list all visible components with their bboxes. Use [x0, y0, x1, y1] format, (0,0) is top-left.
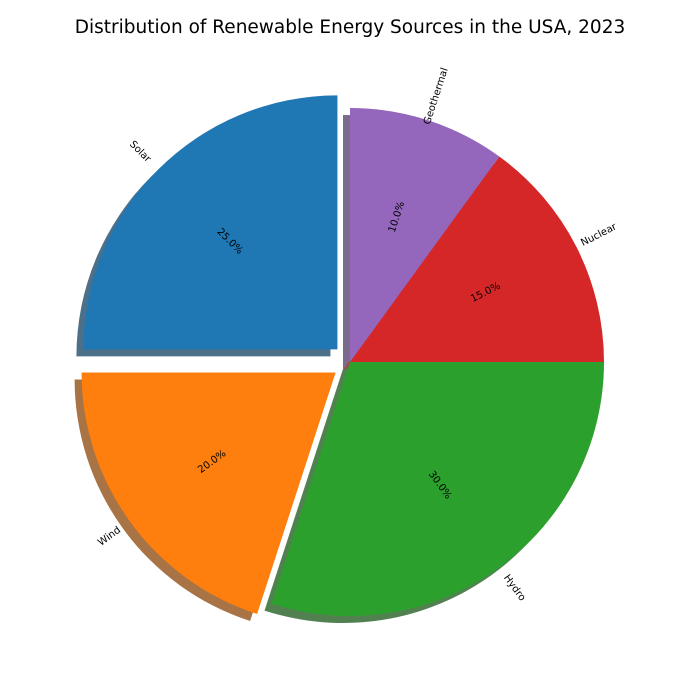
pie-slice-wind [81, 372, 336, 615]
pie-slice-nuclear [350, 156, 604, 362]
slice-label-nuclear: Nuclear [579, 221, 619, 249]
slice-label-solar: Solar [127, 139, 153, 165]
chart-title: Distribution of Renewable Energy Sources… [74, 17, 626, 38]
pie-slice-solar [83, 95, 338, 350]
slice-label-geothermal: Geothermal [422, 67, 451, 127]
pie-slice-hydro [271, 362, 604, 616]
pie-slice-layer [81, 95, 604, 616]
pie-slice-geothermal [350, 108, 500, 362]
slice-label-wind: Wind [96, 525, 123, 549]
slice-label-hydro: Hydro [501, 573, 527, 604]
